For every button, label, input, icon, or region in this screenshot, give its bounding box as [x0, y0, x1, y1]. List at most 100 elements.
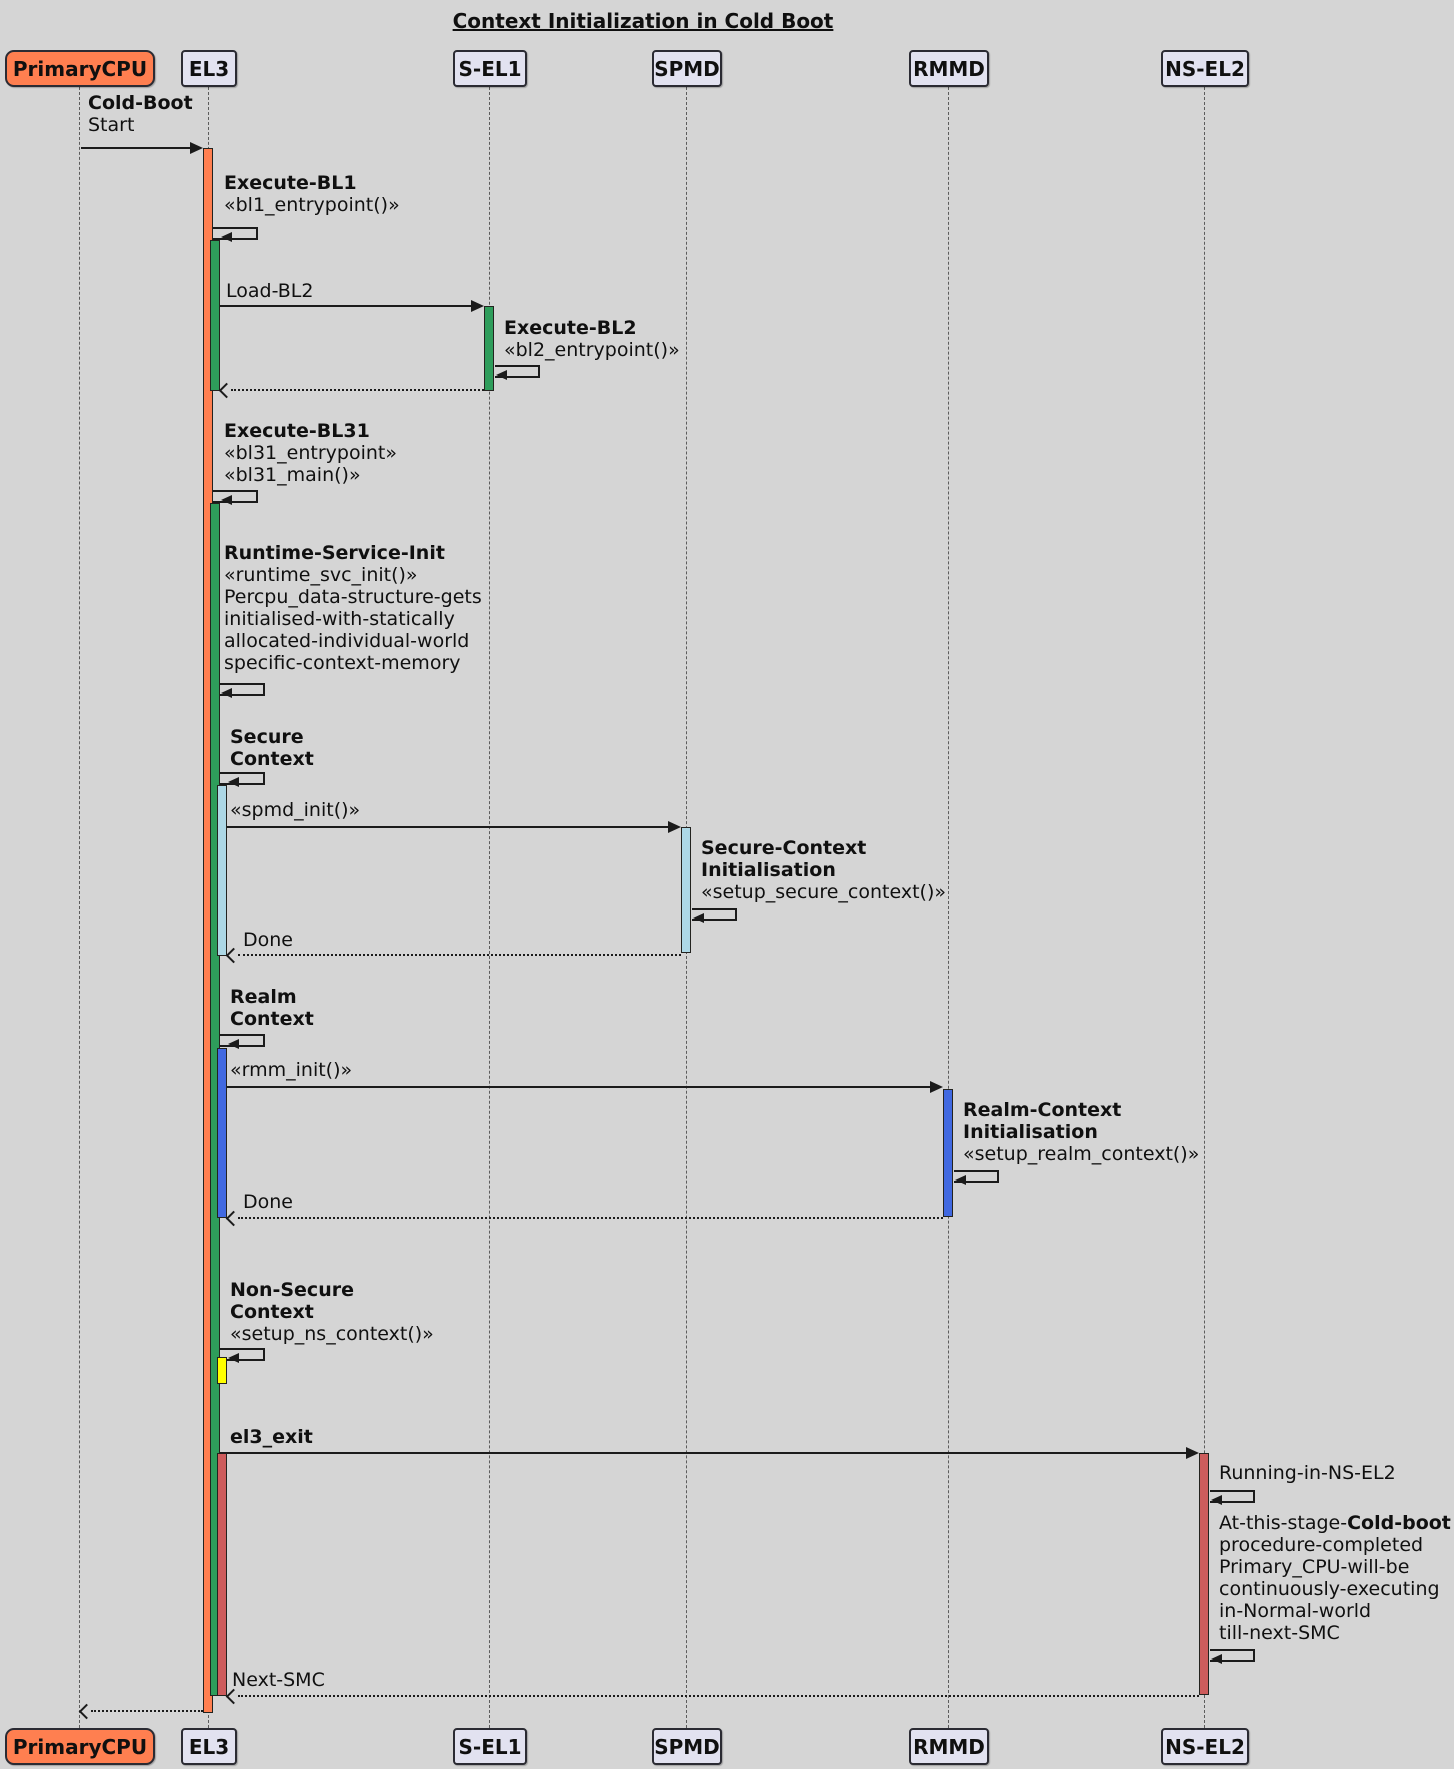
self-loop-execute-bl2-head — [496, 370, 507, 380]
lifeline-rmmd — [948, 87, 949, 1728]
label-realm-context-line2: Context — [230, 1008, 314, 1030]
label-cold-boot-line1: Cold-Boot — [88, 92, 193, 114]
label-runtime-service-init-line1: Percpu_data-structure-gets — [224, 586, 482, 608]
lifeline-primarycpu — [79, 87, 80, 1728]
diagram-title: Context Initialization in Cold Boot — [452, 9, 834, 33]
label-non-secure-context-line1: Non-Secure — [230, 1279, 354, 1301]
self-loop-realm-context — [220, 1034, 265, 1047]
participant-el3-top: EL3 — [181, 50, 237, 87]
self-loop-execute-bl1 — [213, 227, 258, 240]
label-el3-exit-text: el3_exit — [230, 1426, 313, 1448]
participant-primarycpu-top: PrimaryCPU — [5, 50, 155, 87]
self-loop-running-in-ns-el2 — [1210, 1490, 1255, 1503]
self-loop-cold-boot-complete — [1210, 1649, 1255, 1662]
participant-spmd-bottom: SPMD — [652, 1728, 722, 1765]
label-cold-boot-complete-bold: Cold-boot — [1347, 1512, 1451, 1534]
label-execute-bl31: Execute-BL31 «bl31_entrypoint» «bl31_mai… — [224, 420, 397, 486]
participant-ns-el2-top: NS-EL2 — [1161, 50, 1249, 87]
label-next-smc: Next-SMC — [232, 1669, 325, 1691]
self-loop-execute-bl2 — [495, 365, 540, 378]
label-non-secure-context: Non-Secure Context «setup_ns_context()» — [230, 1279, 434, 1345]
label-done-secure: Done — [243, 929, 293, 951]
label-rmm-init-text: «rmm_init()» — [230, 1059, 353, 1081]
label-runtime-service-init-line3: allocated-individual-world — [224, 630, 470, 652]
label-running-in-ns-el2-text: Running-in-NS-EL2 — [1219, 1462, 1396, 1484]
label-secure-context-init-title1: Secure-Context — [701, 837, 867, 859]
self-loop-secure-context-head — [228, 777, 239, 787]
participant-spmd-top: SPMD — [652, 50, 722, 87]
arrow-spmd-init-line — [227, 826, 669, 828]
self-loop-cold-boot-complete-head — [1211, 1654, 1222, 1664]
return-to-primarycpu-line — [91, 1710, 203, 1712]
self-loop-non-secure-context — [220, 1348, 265, 1361]
label-cold-boot-complete-line5: in-Normal-world — [1219, 1600, 1372, 1622]
participant-primarycpu-bottom: PrimaryCPU — [5, 1728, 155, 1765]
activation-s-el1-green — [484, 306, 494, 391]
participant-rmmd-bottom: RMMD — [909, 1728, 989, 1765]
arrow-cold-boot-start-line — [81, 147, 191, 149]
label-runtime-service-init-stereotype: «runtime_svc_init()» — [224, 564, 418, 586]
self-loop-running-in-ns-el2-head — [1211, 1495, 1222, 1505]
activation-el3-green-1 — [210, 240, 220, 391]
label-next-smc-text: Next-SMC — [232, 1669, 325, 1691]
label-running-in-ns-el2: Running-in-NS-EL2 — [1219, 1462, 1396, 1484]
self-loop-secure-context-init — [692, 908, 737, 921]
arrow-load-bl2-head — [471, 300, 484, 312]
label-runtime-service-init-line4: specific-context-memory — [224, 652, 461, 674]
label-secure-context-line2: Context — [230, 748, 314, 770]
activation-el3-blue — [217, 1048, 227, 1218]
label-spmd-init: «spmd_init()» — [230, 799, 360, 821]
label-cold-boot-complete-prefix: At-this-stage- — [1219, 1512, 1348, 1534]
participant-el3-bottom: EL3 — [181, 1728, 237, 1765]
label-el3-exit: el3_exit — [230, 1426, 313, 1448]
label-secure-context-init-stereotype: «setup_secure_context()» — [701, 881, 946, 903]
lifeline-ns-el2 — [1204, 87, 1205, 1728]
return-to-primarycpu-head — [78, 1703, 95, 1720]
activation-el3-lightblue — [217, 785, 227, 956]
label-non-secure-context-stereotype: «setup_ns_context()» — [230, 1323, 434, 1345]
arrow-el3-exit-head — [1186, 1447, 1199, 1459]
label-secure-context-init-title2: Initialisation — [701, 859, 836, 881]
label-cold-boot-complete-line3: Primary_CPU-will-be — [1219, 1556, 1410, 1578]
arrow-spmd-init-head — [668, 821, 681, 833]
self-loop-execute-bl1-head — [221, 232, 232, 242]
label-cold-boot-complete: At-this-stage-Cold-boot procedure-comple… — [1219, 1512, 1451, 1644]
label-execute-bl2-title: Execute-BL2 — [504, 317, 637, 339]
label-spmd-init-text: «spmd_init()» — [230, 799, 361, 821]
return-done-secure-head — [225, 947, 242, 964]
self-loop-secure-context-init-head — [693, 913, 704, 923]
activation-ns-el2-red — [1199, 1453, 1209, 1695]
label-realm-context-init-stereotype: «setup_realm_context()» — [963, 1143, 1200, 1165]
label-secure-context-line1: Secure — [230, 726, 304, 748]
return-next-smc-line — [238, 1695, 1199, 1697]
label-cold-boot-complete-line4: continuously-executing — [1219, 1578, 1440, 1600]
label-load-bl2: Load-BL2 — [226, 280, 313, 302]
arrow-load-bl2-line — [220, 305, 473, 307]
label-cold-boot-complete-line6: till-next-SMC — [1219, 1622, 1340, 1644]
label-execute-bl1-title: Execute-BL1 — [224, 172, 357, 194]
return-done-realm-line — [238, 1217, 943, 1219]
label-realm-context-line1: Realm — [230, 986, 297, 1008]
self-loop-realm-context-init — [954, 1170, 999, 1183]
label-runtime-service-init: Runtime-Service-Init «runtime_svc_init()… — [224, 542, 482, 674]
label-cold-boot-line2: Start — [88, 114, 135, 136]
label-secure-context-init: Secure-Context Initialisation «setup_sec… — [701, 837, 946, 903]
self-loop-realm-context-head — [228, 1039, 239, 1049]
label-done-realm: Done — [243, 1191, 293, 1213]
arrow-cold-boot-start-head — [190, 142, 203, 154]
label-cold-boot-complete-line1: At-this-stage-Cold-boot — [1219, 1512, 1451, 1534]
label-rmm-init: «rmm_init()» — [230, 1059, 352, 1081]
activation-el3-yellow — [217, 1357, 227, 1384]
self-loop-realm-context-init-head — [955, 1175, 966, 1185]
label-execute-bl2: Execute-BL2 «bl2_entrypoint()» — [504, 317, 680, 361]
self-loop-execute-bl31 — [213, 490, 258, 503]
arrow-rmm-init-head — [930, 1081, 943, 1093]
label-done-realm-text: Done — [243, 1191, 293, 1213]
label-realm-context: Realm Context — [230, 986, 314, 1030]
participant-rmmd-top: RMMD — [909, 50, 989, 87]
label-cold-boot-complete-line2: procedure-completed — [1219, 1534, 1424, 1556]
label-execute-bl1: Execute-BL1 «bl1_entrypoint()» — [224, 172, 400, 216]
lifeline-s-el1 — [489, 87, 490, 1728]
label-execute-bl31-stereotype2: «bl31_main()» — [224, 464, 361, 486]
